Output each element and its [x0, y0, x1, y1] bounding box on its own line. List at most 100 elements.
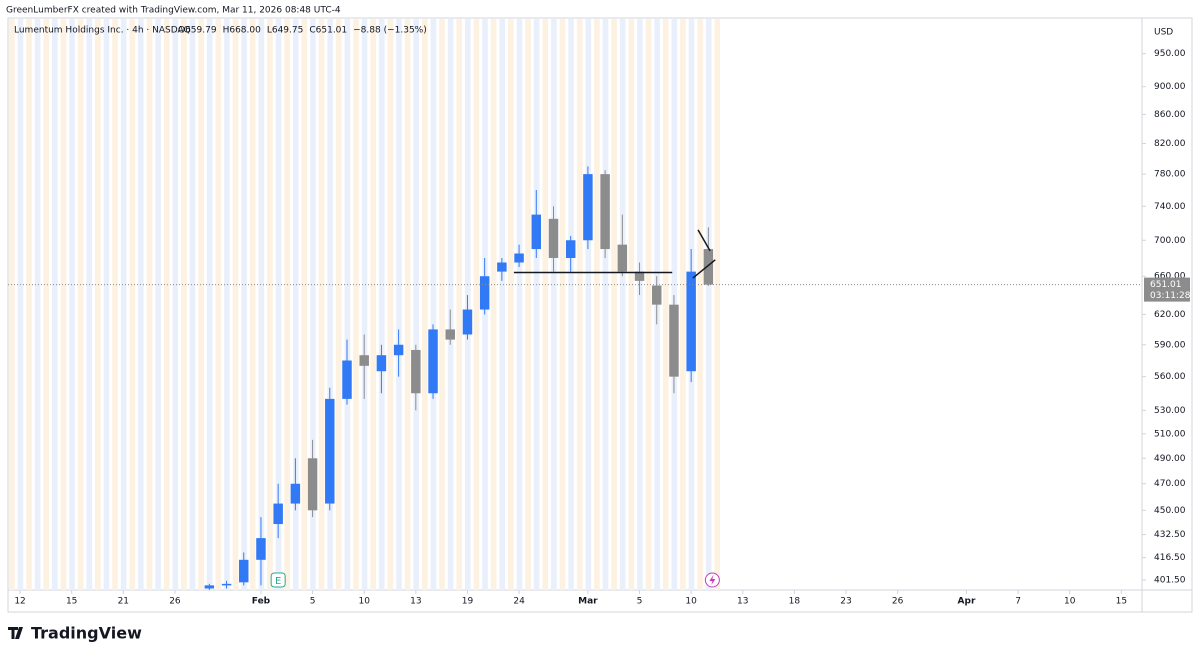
session-stripe [516, 19, 523, 590]
session-stripe [533, 19, 540, 590]
session-stripe [714, 19, 721, 590]
y-tick-label: 401.50 [1154, 576, 1186, 586]
candle-body [548, 218, 559, 258]
candle-body [479, 276, 490, 310]
candle-body [600, 174, 610, 250]
session-stripe [138, 19, 144, 590]
session-stripe [542, 19, 549, 590]
x-tick-label: 21 [118, 597, 129, 607]
candle-body [445, 329, 455, 340]
session-stripe [430, 19, 437, 590]
session-stripe [86, 19, 93, 590]
candle-body [239, 559, 249, 583]
event-label: E [275, 576, 281, 587]
x-tick-label: 18 [789, 597, 801, 607]
session-stripe [378, 19, 385, 590]
x-tick-label: 26 [892, 597, 904, 607]
candle-body [565, 240, 576, 258]
session-stripe [249, 19, 256, 590]
legend-value: L649.75 [267, 26, 304, 36]
y-tick-label: 590.00 [1154, 340, 1186, 350]
x-tick-label: Mar [578, 597, 598, 607]
legend-value: C651.01 [309, 26, 347, 36]
y-tick-label: 900.00 [1154, 82, 1186, 92]
candle-body [634, 271, 645, 281]
y-tick-label: 660.00 [1154, 272, 1186, 282]
x-tick-label: 7 [1015, 597, 1021, 607]
session-stripe [198, 19, 204, 590]
chart-title: Lumentum Holdings Inc. · 4h · NASDAQ [14, 26, 191, 36]
candle-body [531, 214, 542, 250]
session-stripe [284, 19, 290, 590]
session-stripe [292, 19, 299, 590]
session-stripe [60, 19, 67, 590]
y-tick-label: 490.00 [1154, 454, 1186, 464]
y-tick-label: 510.00 [1154, 429, 1186, 439]
session-stripe [335, 19, 342, 590]
candle-body [393, 344, 404, 356]
session-stripe [215, 19, 222, 590]
session-stripe [576, 19, 583, 590]
session-stripe [387, 19, 394, 590]
y-tick-label: 432.50 [1154, 530, 1186, 540]
x-tick-label: 5 [310, 597, 316, 607]
candle-body [273, 503, 283, 525]
session-stripe [129, 19, 136, 590]
session-stripe [181, 19, 187, 590]
x-tick-label: 15 [1116, 597, 1127, 607]
y-tick-label: 470.00 [1154, 479, 1186, 489]
y-tick-label: 450.00 [1154, 506, 1186, 516]
session-stripe [112, 19, 118, 590]
session-stripe [77, 19, 84, 590]
x-tick-label: 10 [1064, 597, 1076, 607]
trend-drawing [697, 229, 711, 252]
candle-body [325, 398, 335, 504]
session-stripe [637, 19, 643, 590]
session-stripe [69, 19, 75, 590]
x-tick-label: 26 [169, 597, 181, 607]
session-stripe [258, 19, 265, 590]
candle-body [256, 538, 266, 560]
session-stripe [344, 19, 351, 590]
session-stripe [551, 19, 557, 590]
legend-value: −8.88 (−1.35%) [353, 26, 427, 36]
y-tick-label: 860.00 [1154, 110, 1186, 120]
candle-body [204, 585, 215, 589]
currency: USD [1154, 28, 1173, 38]
candle-body [514, 253, 524, 263]
y-tick-label: 820.00 [1154, 139, 1186, 149]
candle-body [497, 262, 507, 272]
session-stripe [456, 19, 463, 590]
candle-body [703, 249, 714, 285]
dividend-icon-bolt [709, 575, 716, 585]
y-tick-label: 530.00 [1154, 406, 1186, 416]
session-stripe [34, 19, 41, 590]
session-stripe [155, 19, 161, 590]
session-stripe [103, 19, 110, 590]
candle-body [359, 355, 369, 366]
session-stripe [404, 19, 411, 590]
trend-drawing [692, 259, 716, 279]
session-stripe [301, 19, 308, 590]
x-tick-label: 24 [513, 597, 525, 607]
x-tick-label: 10 [685, 597, 697, 607]
session-stripe [43, 19, 50, 590]
x-tick-label: 13 [737, 597, 748, 607]
session-stripe [645, 19, 652, 590]
session-stripe [568, 19, 574, 590]
session-stripe [705, 19, 712, 590]
y-tick-label: 740.00 [1154, 202, 1186, 212]
session-stripe [370, 19, 376, 590]
session-stripe [628, 19, 635, 590]
session-stripe [224, 19, 230, 590]
candle-body [221, 583, 232, 586]
session-stripe [611, 19, 617, 590]
y-tick-label: 560.00 [1154, 372, 1186, 382]
session-stripe [439, 19, 445, 590]
logo-icon [8, 627, 23, 639]
session-stripe [499, 19, 506, 590]
session-stripe [95, 19, 101, 590]
y-tick-label: 700.00 [1154, 236, 1186, 246]
last-price-label: 651.01 [1150, 280, 1182, 290]
